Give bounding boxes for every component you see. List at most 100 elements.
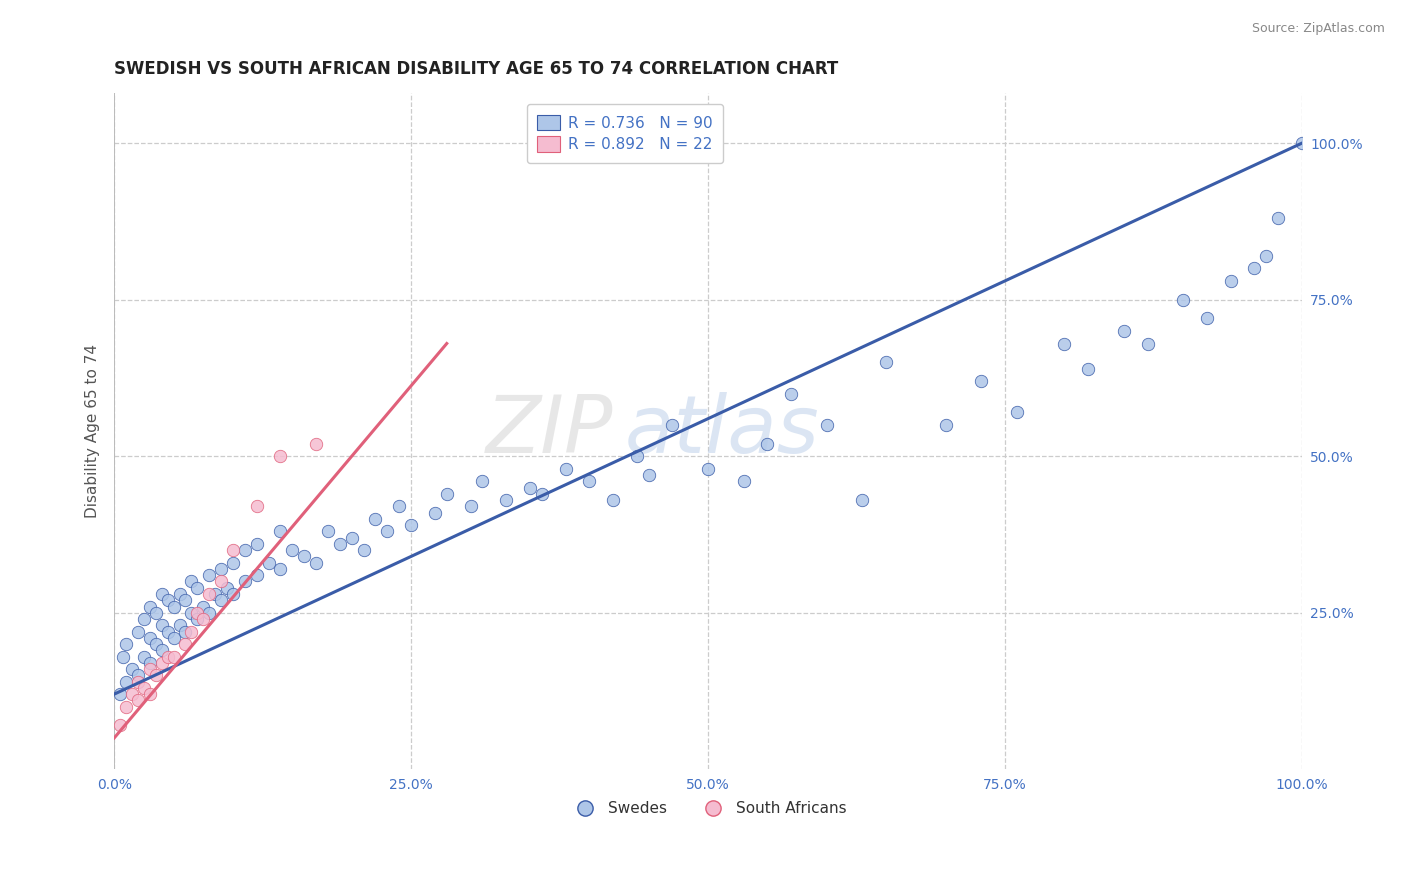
Point [756, 436, 779, 450]
Point [875, 355, 897, 369]
Point [139, 687, 162, 701]
Point [233, 543, 256, 558]
Point [637, 468, 659, 483]
Point [1053, 336, 1076, 351]
Point [209, 574, 232, 589]
Point [1077, 361, 1099, 376]
Point [139, 631, 162, 645]
Point [388, 500, 411, 514]
Point [281, 543, 304, 558]
Point [1219, 274, 1241, 288]
Point [554, 461, 576, 475]
Point [733, 475, 755, 489]
Point [186, 612, 208, 626]
Point [115, 674, 138, 689]
Point [204, 587, 226, 601]
Text: ZIP: ZIP [485, 392, 613, 470]
Point [169, 618, 191, 632]
Point [340, 531, 363, 545]
Point [661, 417, 683, 432]
Point [815, 417, 838, 432]
Point [186, 581, 208, 595]
Point [246, 537, 269, 551]
Point [436, 487, 458, 501]
Point [305, 556, 328, 570]
Point [1136, 336, 1159, 351]
Point [851, 493, 873, 508]
Point [108, 687, 131, 701]
Point [495, 493, 517, 508]
Point [215, 581, 238, 595]
Point [180, 624, 202, 639]
Point [169, 587, 191, 601]
Point [1171, 293, 1194, 307]
Point [399, 518, 422, 533]
Point [471, 475, 494, 489]
Point [305, 436, 328, 450]
Point [139, 656, 162, 670]
Point [578, 475, 600, 489]
Point [127, 693, 149, 707]
Point [626, 449, 648, 463]
Point [111, 649, 134, 664]
Point [127, 668, 149, 682]
Point [233, 574, 256, 589]
Point [145, 668, 167, 682]
Point [269, 449, 291, 463]
Point [970, 374, 993, 388]
Point [156, 624, 179, 639]
Point [198, 587, 221, 601]
Text: Source: ZipAtlas.com: Source: ZipAtlas.com [1251, 22, 1385, 36]
Point [1267, 211, 1289, 226]
Point [121, 662, 143, 676]
Point [156, 593, 179, 607]
Y-axis label: Disability Age 65 to 74: Disability Age 65 to 74 [86, 344, 100, 518]
Point [222, 556, 245, 570]
Point [180, 574, 202, 589]
Point [269, 562, 291, 576]
Point [186, 606, 208, 620]
Point [132, 649, 155, 664]
Point [180, 606, 202, 620]
Point [174, 624, 197, 639]
Point [156, 649, 179, 664]
Text: atlas: atlas [624, 392, 820, 470]
Point [162, 649, 184, 664]
Point [423, 506, 446, 520]
Point [174, 593, 197, 607]
Point [115, 699, 138, 714]
Point [150, 643, 173, 657]
Point [209, 593, 232, 607]
Point [193, 599, 215, 614]
Point [1112, 324, 1135, 338]
Point [377, 524, 399, 539]
Point [316, 524, 339, 539]
Point [780, 386, 803, 401]
Point [246, 568, 269, 582]
Point [1005, 405, 1028, 419]
Point [150, 656, 173, 670]
Point [108, 718, 131, 732]
Point [530, 487, 553, 501]
Point [139, 662, 162, 676]
Point [1256, 249, 1278, 263]
Text: SWEDISH VS SOUTH AFRICAN DISABILITY AGE 65 TO 74 CORRELATION CHART: SWEDISH VS SOUTH AFRICAN DISABILITY AGE … [114, 60, 838, 78]
Point [145, 606, 167, 620]
Point [150, 618, 173, 632]
Point [121, 687, 143, 701]
Point [139, 599, 162, 614]
Point [198, 606, 221, 620]
Point [150, 587, 173, 601]
Point [145, 637, 167, 651]
Point [222, 543, 245, 558]
Point [1195, 311, 1218, 326]
Point [132, 681, 155, 695]
Point [115, 637, 138, 651]
Point [1243, 261, 1265, 276]
Point [209, 562, 232, 576]
Point [353, 543, 375, 558]
Point [329, 537, 352, 551]
Point [162, 631, 184, 645]
Point [269, 524, 291, 539]
Point [1291, 136, 1313, 150]
